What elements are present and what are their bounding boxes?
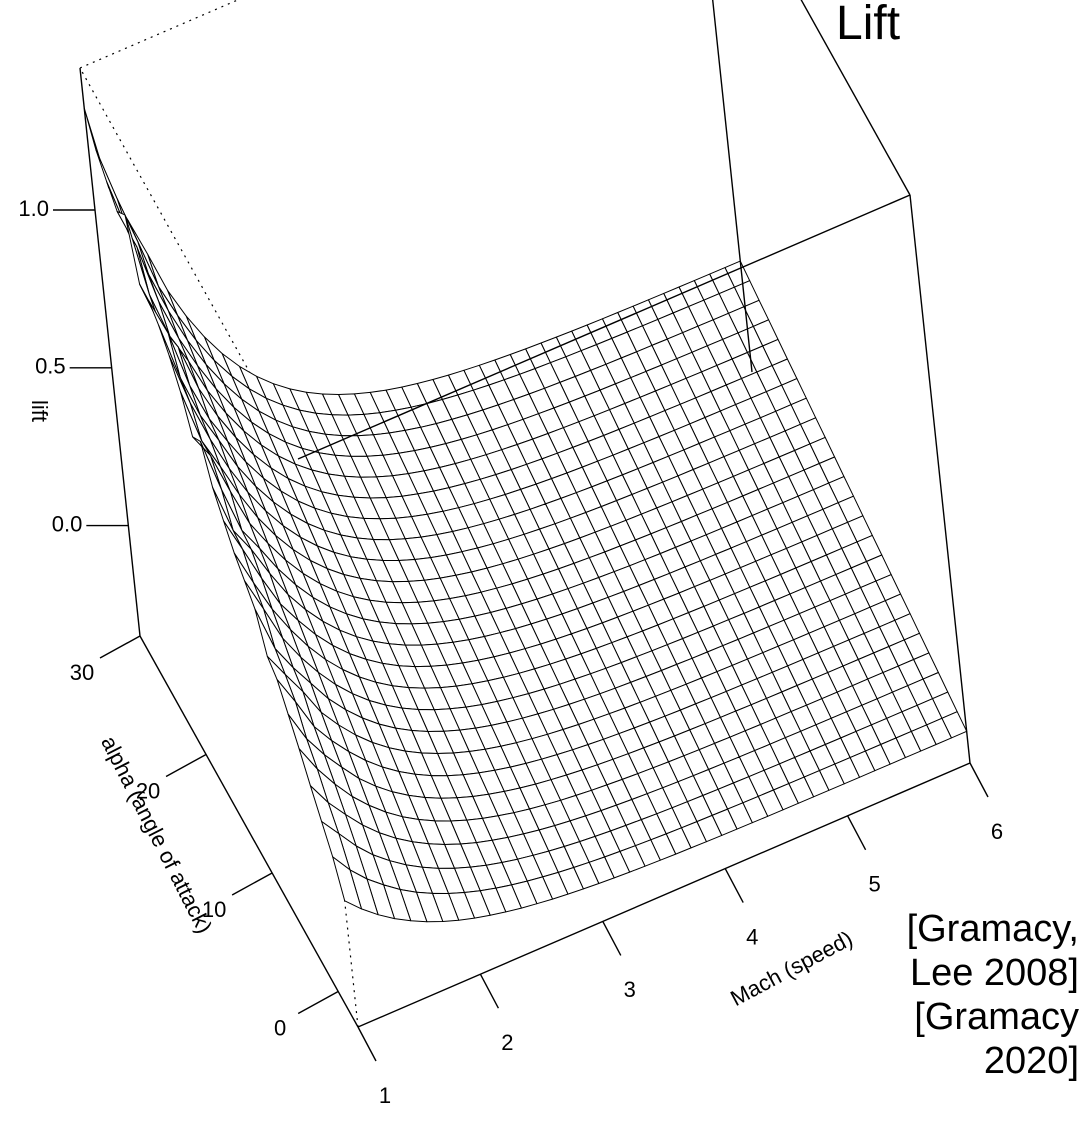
box-edge-bottom-x bbox=[357, 762, 971, 1028]
y-tick bbox=[297, 990, 339, 1015]
box-edge-front-top bbox=[297, 194, 911, 460]
citations: [Gramacy, Lee 2008] [Gramacy 2020] bbox=[907, 907, 1079, 1083]
citation-line-3: [Gramacy bbox=[914, 996, 1079, 1038]
y-tick bbox=[165, 753, 207, 778]
y-axis-title: alpha (angle of attack) bbox=[96, 732, 217, 937]
chart-title: Lift bbox=[836, 0, 901, 50]
x-tick bbox=[846, 815, 867, 851]
y-tick-label: 30 bbox=[70, 660, 94, 685]
x-tick-label: 3 bbox=[624, 977, 636, 1002]
x-tick-label: 5 bbox=[868, 872, 880, 897]
x-tick bbox=[602, 921, 622, 956]
box-edge-back-top bbox=[79, 0, 240, 69]
surface-facet bbox=[332, 856, 362, 910]
citation-line-4: 2020] bbox=[983, 1040, 1079, 1082]
y-tick-label: 20 bbox=[136, 778, 160, 803]
z-tick-label: 0.5 bbox=[35, 354, 66, 379]
y-tick bbox=[231, 872, 273, 896]
x-tick-label: 2 bbox=[501, 1030, 513, 1055]
z-axis-title: lift bbox=[27, 400, 52, 422]
x-tick bbox=[479, 973, 500, 1009]
y-tick-label: 10 bbox=[202, 897, 226, 922]
box-edge-back-vertical bbox=[712, 0, 753, 373]
x-tick-label: 6 bbox=[991, 819, 1003, 844]
x-tick bbox=[357, 1026, 377, 1062]
surface-mesh bbox=[83, 107, 968, 923]
box-edge-bottom-y bbox=[139, 635, 359, 1028]
box-edge-right-top bbox=[800, 0, 911, 196]
x-tick-label: 4 bbox=[746, 924, 758, 949]
box-edge-right-vertical bbox=[909, 194, 971, 764]
y-tick bbox=[99, 635, 141, 659]
box-edge-left-vertical bbox=[79, 67, 141, 637]
y-tick-label: 0 bbox=[274, 1015, 286, 1040]
tick-labels: 0.0 0.5 1.0 0 10 20 30 1 2 3 4 5 6 bbox=[18, 196, 1003, 1108]
x-tick bbox=[969, 762, 989, 798]
z-tick-label: 0.0 bbox=[52, 511, 83, 536]
citation-line-1: [Gramacy, bbox=[906, 908, 1079, 950]
x-tick-label: 1 bbox=[379, 1083, 391, 1108]
axis-ticks bbox=[53, 209, 989, 1062]
bounding-box-front bbox=[79, 0, 971, 1028]
citation-line-2: Lee 2008] bbox=[909, 952, 1079, 994]
z-tick-label: 1.0 bbox=[18, 196, 49, 221]
x-tick bbox=[724, 868, 744, 903]
